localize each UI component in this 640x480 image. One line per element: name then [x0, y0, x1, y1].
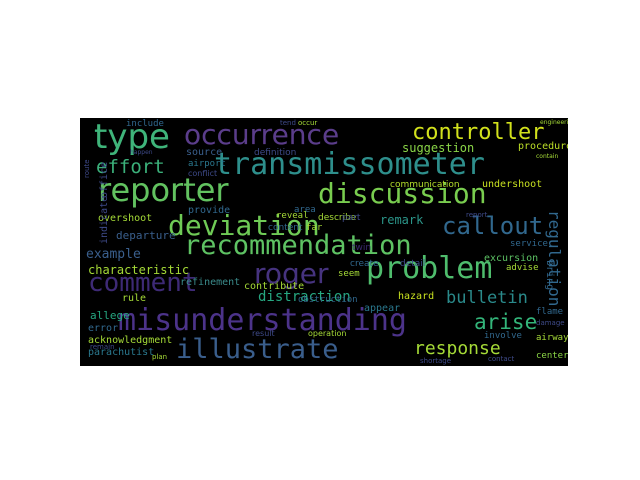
word: reporter: [98, 171, 229, 209]
word: departure: [116, 229, 176, 242]
word: bring: [544, 260, 555, 291]
word: roger: [254, 257, 329, 290]
word: occur: [298, 119, 318, 127]
word: operation: [308, 329, 347, 338]
word: involve: [484, 331, 522, 341]
word: transmissometer: [214, 147, 485, 182]
word: bulletin: [446, 288, 528, 308]
word: center: [536, 351, 568, 361]
word: suggestion: [402, 141, 475, 155]
word: damage: [536, 319, 565, 327]
word: conflict: [188, 169, 218, 178]
word: effort: [96, 156, 165, 178]
word: comment: [88, 268, 198, 298]
word: twin: [352, 243, 372, 253]
word: allege: [90, 309, 130, 322]
word: engineering: [540, 119, 568, 126]
word: include: [126, 119, 164, 129]
word: remark: [380, 213, 424, 227]
word: obstruction: [298, 295, 358, 305]
word: office: [99, 161, 110, 198]
word: hazard: [398, 291, 435, 302]
word: indicate: [99, 195, 110, 244]
word: regulation: [545, 210, 564, 307]
word: create: [350, 259, 379, 269]
word: deviation: [168, 209, 320, 242]
word: result: [252, 329, 275, 338]
word: problem: [366, 251, 493, 286]
word: remain: [90, 343, 115, 351]
word: shortage: [420, 357, 452, 365]
word: rule: [122, 293, 147, 304]
word: describe: [318, 213, 357, 223]
word: contain: [536, 153, 559, 160]
word: example: [86, 247, 141, 262]
word: plan: [152, 353, 168, 361]
word: appear: [364, 303, 401, 314]
word: detail: [400, 259, 426, 269]
word: occurrence: [184, 118, 340, 151]
word: excursion: [484, 253, 539, 264]
word-cloud: type occurrence controller effort transm…: [80, 118, 568, 366]
word: characteristic: [88, 263, 190, 277]
word: parachutist: [88, 347, 155, 358]
word: far: [306, 223, 323, 233]
word: recommendation: [184, 230, 412, 261]
word: controller: [412, 120, 545, 145]
word: overshoot: [98, 213, 153, 224]
word: contact: [488, 355, 515, 363]
word: response: [414, 338, 501, 359]
word: source: [186, 147, 223, 158]
word: tend: [280, 119, 296, 127]
word: arise: [474, 310, 538, 334]
word: definition: [254, 148, 297, 158]
word: part: [342, 213, 361, 223]
word: content: [268, 223, 303, 233]
word: distraction: [258, 289, 351, 305]
word: airport: [188, 159, 226, 169]
word: type: [94, 118, 170, 157]
word: refinement: [180, 277, 241, 288]
word: error: [88, 323, 119, 334]
word: provide: [188, 205, 231, 216]
word: acknowledgment: [88, 335, 173, 346]
word: seem: [338, 269, 360, 279]
word: contribute: [244, 281, 305, 292]
word: report: [466, 211, 488, 219]
word: illustrate: [176, 334, 339, 365]
word: undershoot: [482, 179, 543, 190]
word: service: [510, 239, 548, 249]
word: route: [83, 159, 91, 179]
word: communication: [390, 180, 460, 190]
word: callout: [442, 212, 544, 240]
word: airway: [536, 333, 568, 343]
word: advise: [506, 263, 539, 273]
word: reveal: [276, 211, 309, 221]
word: misunderstanding: [118, 303, 407, 338]
word: happen: [130, 149, 153, 156]
word: procedure: [518, 141, 568, 152]
word: flame: [536, 307, 564, 317]
word: discussion: [318, 177, 487, 210]
word: area: [294, 205, 316, 215]
